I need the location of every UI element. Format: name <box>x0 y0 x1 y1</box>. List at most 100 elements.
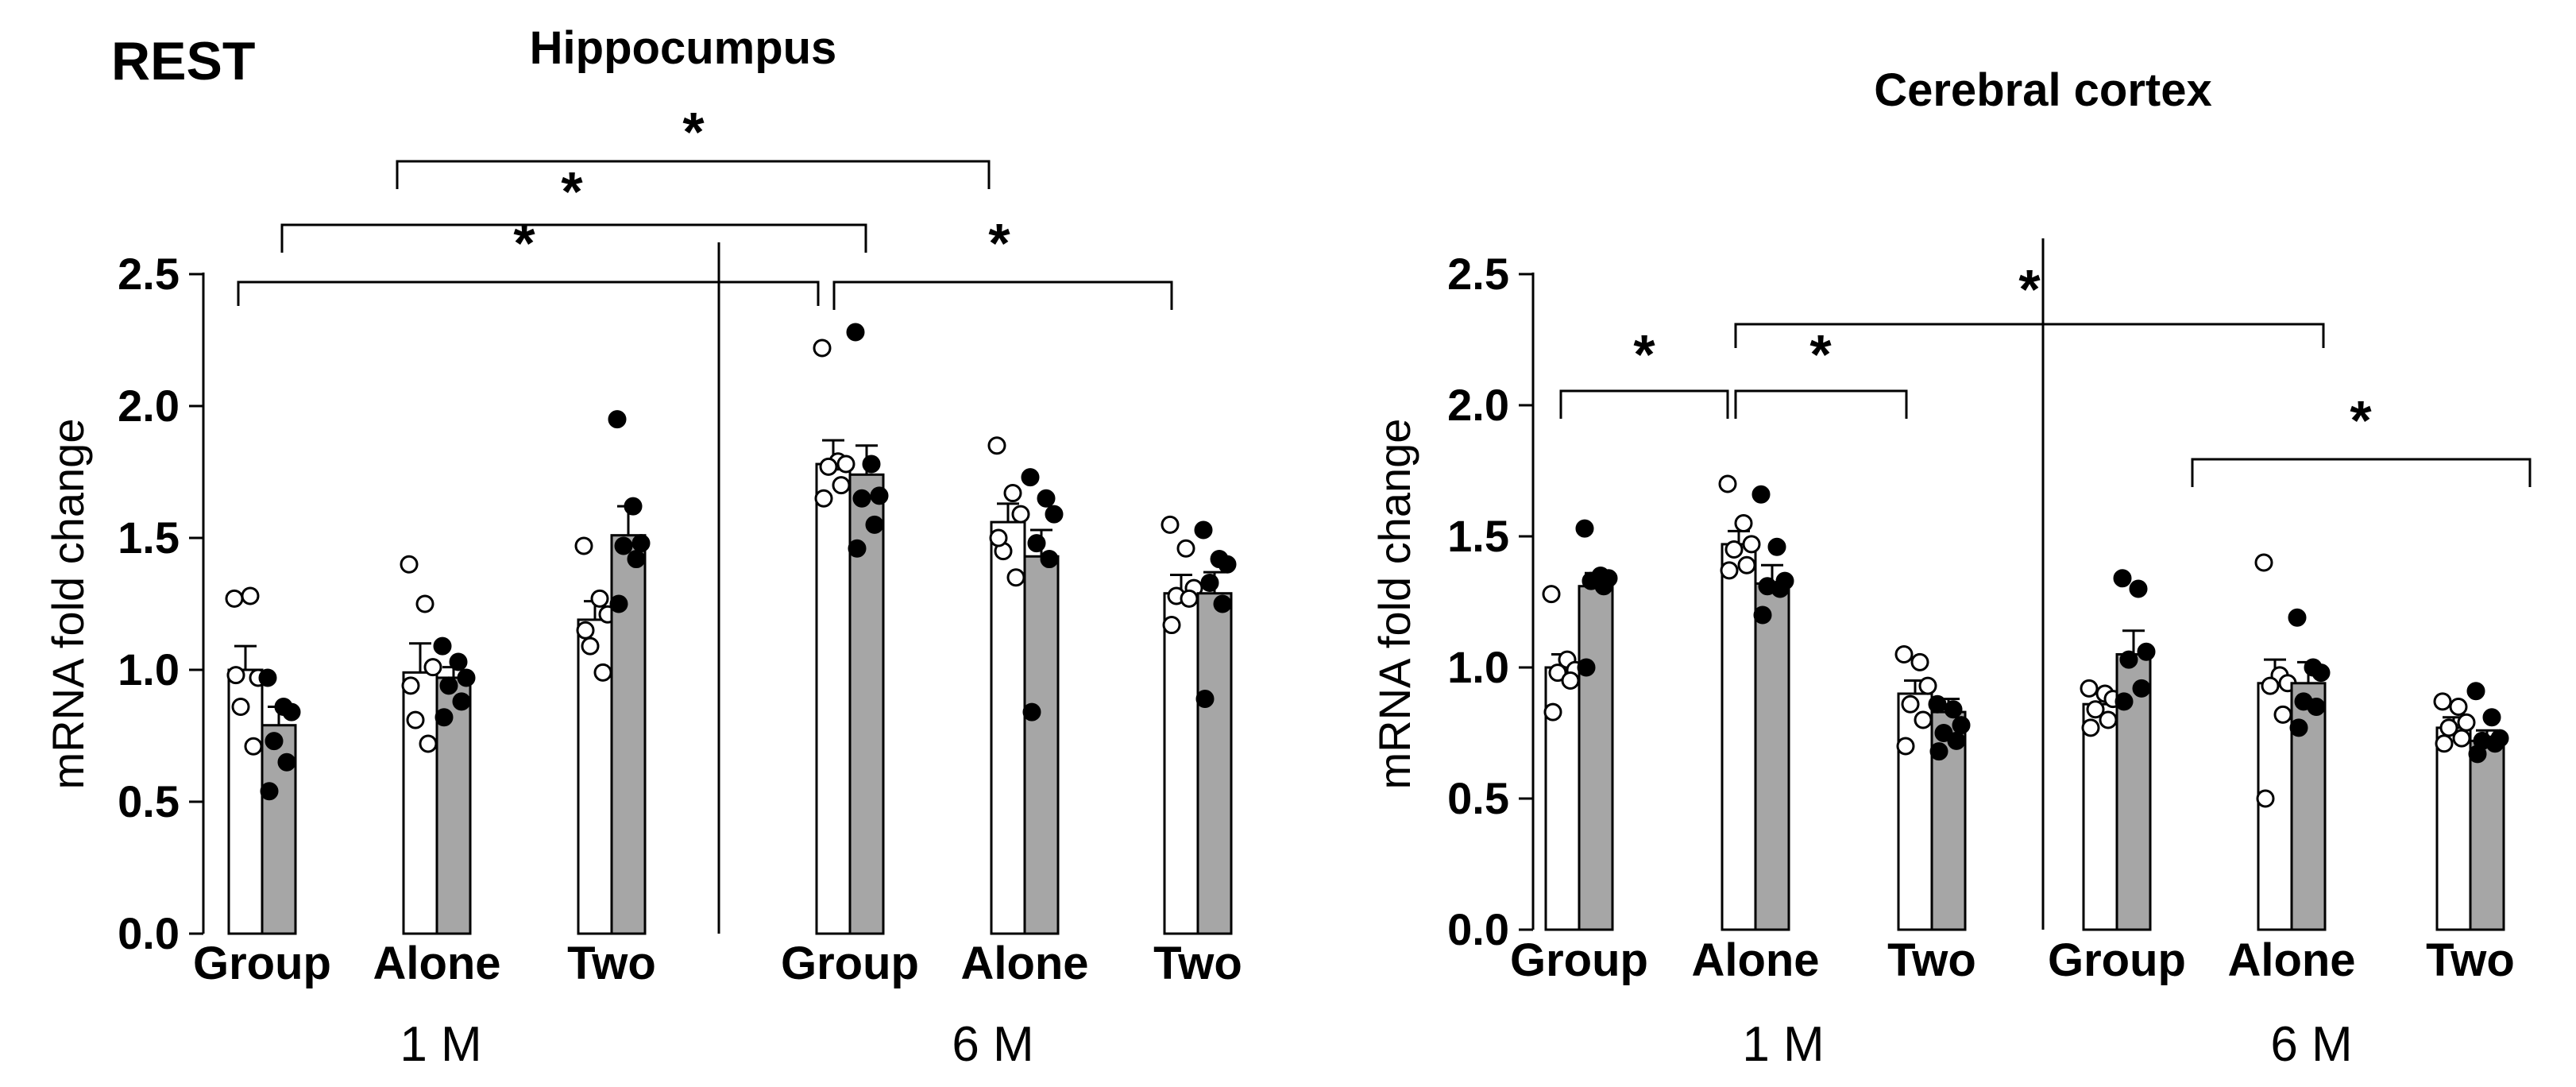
y-tick-label: 0.5 <box>118 776 180 826</box>
data-point-filled <box>434 708 454 727</box>
age-group-label: 1 M <box>400 1017 481 1072</box>
data-point-filled <box>1751 485 1771 504</box>
data-point-filled <box>862 455 881 474</box>
data-point-filled <box>1771 579 1790 598</box>
x-category-label: Alone <box>373 938 500 989</box>
data-point-open <box>225 589 244 608</box>
data-point-filled <box>1753 605 1772 625</box>
y-tick-label: 0.0 <box>1447 904 1509 954</box>
data-point-open <box>590 589 609 608</box>
bar-filled <box>1196 592 1233 935</box>
data-point-open <box>1543 702 1562 721</box>
data-point-open <box>406 710 425 729</box>
data-point-filled <box>1929 742 1948 761</box>
significance-star: * <box>513 212 535 274</box>
data-point-open <box>1542 585 1561 604</box>
data-point-open <box>2273 705 2292 724</box>
significance-bracket <box>1734 389 1908 419</box>
bar-filled <box>1754 582 1790 931</box>
data-point-filled <box>452 692 471 711</box>
significance-star: * <box>1809 323 1832 385</box>
data-point-open <box>2449 698 2468 716</box>
data-point-open <box>226 666 245 685</box>
x-category-label: Group <box>781 938 919 989</box>
data-point-filled <box>1952 716 1971 735</box>
y-tick-label: 1.5 <box>1447 511 1509 561</box>
data-point-open <box>819 457 838 476</box>
data-point-open <box>987 436 1006 455</box>
age-group-label: 6 M <box>952 1017 1033 1072</box>
bar-open <box>815 462 852 935</box>
data-point-filled <box>1037 489 1056 508</box>
data-point-filled <box>2485 734 2505 753</box>
data-point-open <box>2099 710 2118 729</box>
x-category-label: Alone <box>2227 934 2355 986</box>
y-tick-label: 1.0 <box>118 644 180 694</box>
bar-open <box>402 671 438 935</box>
data-point-open <box>1011 505 1030 524</box>
significance-bracket <box>396 160 991 189</box>
data-point-filled <box>277 752 296 772</box>
data-point-filled <box>1218 555 1237 574</box>
x-category-label: Group <box>193 938 331 989</box>
data-point-filled <box>433 636 452 656</box>
data-point-open <box>814 489 833 508</box>
data-point-filled <box>449 652 468 671</box>
y-tick-label: 0.0 <box>118 908 180 958</box>
data-point-filled <box>258 668 277 687</box>
bar-filled <box>2469 739 2505 931</box>
data-point-filled <box>265 732 284 751</box>
chart-title: Cerebral cortex <box>1874 64 2212 116</box>
data-point-open <box>1910 652 1929 671</box>
data-point-filled <box>865 515 884 534</box>
data-point-open <box>1548 663 1567 683</box>
data-point-filled <box>609 594 628 613</box>
age-group-label: 6 M <box>2270 1017 2352 1072</box>
y-tick-label: 1.5 <box>118 513 180 563</box>
data-point-filled <box>870 486 889 505</box>
x-category-label: Two <box>1887 934 1976 986</box>
data-point-filled <box>2311 663 2331 683</box>
figure-label: REST <box>111 31 255 91</box>
data-point-open <box>832 476 851 495</box>
bar-filled <box>1023 555 1060 935</box>
data-point-filled <box>2468 745 2487 764</box>
bar-open <box>1897 692 1933 931</box>
data-point-open <box>1176 539 1195 558</box>
data-point-open <box>813 338 832 358</box>
data-point-open <box>423 658 442 677</box>
x-category-label: Group <box>1510 934 1648 986</box>
data-point-open <box>2452 729 2471 748</box>
data-point-filled <box>1575 519 1594 538</box>
x-category-label: Two <box>567 938 656 989</box>
data-point-open <box>1180 589 1199 608</box>
data-point-filled <box>1195 690 1215 709</box>
data-point-filled <box>2132 679 2151 698</box>
bar-open <box>1163 592 1199 935</box>
data-point-filled <box>1194 520 1213 540</box>
y-tick-label: 2.5 <box>118 249 180 299</box>
data-point-filled <box>282 702 301 721</box>
age-group-label: 1 M <box>1742 1017 1824 1072</box>
significance-bracket <box>832 280 1173 310</box>
data-point-filled <box>1767 537 1786 556</box>
chart-title: Hippocumpus <box>530 22 837 74</box>
data-point-open <box>1914 710 1933 729</box>
data-point-open <box>2433 692 2452 711</box>
data-point-open <box>415 594 434 613</box>
data-point-open <box>419 734 438 753</box>
data-point-filled <box>2114 692 2134 711</box>
data-point-filled <box>1944 700 1963 719</box>
data-point-open <box>1918 676 1937 695</box>
cerebral-cortex-panel: Cerebral cortex mRNA fold change 0.0 0.5 1.0… <box>1369 64 2532 1072</box>
data-point-open <box>1894 645 1914 663</box>
data-point-filled <box>457 668 476 687</box>
data-point-open <box>2457 713 2476 732</box>
data-point-open <box>1737 555 1756 574</box>
data-point-open <box>581 636 600 656</box>
hippocampus-panel: Hippocumpus mRNA fold change 0.0 0.5 1.0 1.5 2… <box>43 22 1242 1072</box>
data-point-open <box>400 555 419 574</box>
y-tick-label: 2.0 <box>118 381 180 431</box>
data-point-filled <box>439 676 458 695</box>
significance-star: * <box>988 212 1010 274</box>
